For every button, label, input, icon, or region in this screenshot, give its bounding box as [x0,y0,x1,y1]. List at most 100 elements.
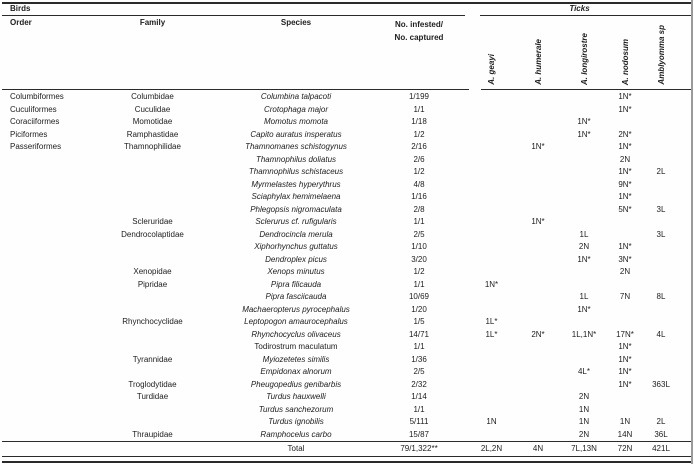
table-body: Columbiformes Columbidae Columbina talpa… [10,91,679,441]
species-cell: Pipra filicauda [270,279,322,289]
table-row: Sciaphylax hemimelaena 1/16 1N* [10,191,679,204]
species-cell: Rhynchocyclus olivaceus [251,329,341,339]
tick-name-rotated: A. longirostre [579,32,589,85]
ratio-cell: 15/87 [408,429,430,439]
ratio-cell: 1/1 [413,217,425,226]
species-cell: Thamnophilus schistaceus [248,167,344,176]
ratio-cell: 1/1 [413,279,425,289]
table-row: Xenopidae Xenops minutus 1/2 2N [10,266,679,279]
tick-cell-longirostre: 1N [578,417,590,426]
table-row: Columbiformes Columbidae Columbina talpa… [10,91,679,104]
ratio-cell: 4/8 [413,179,425,189]
total-row: Total 79/1,322** 2L,2N 4N 7L,13N 72N 421… [10,443,679,455]
species-cell: Pheugopedius genibarbis [250,379,342,389]
tick-cell-amblyomma: 363L [652,379,670,389]
species-cell: Sclerurus cf. rufigularis [255,217,337,226]
rule-above-total [2,441,691,442]
tick-cell-amblyomma: 36L [654,429,668,439]
ratio-cell: 2/16 [411,142,427,151]
ratio-cell: 1/1 [413,104,425,114]
table-row: Coraciiformes Momotidae Momotus momota 1… [10,116,679,129]
tick-cell-nodosum: 1N* [618,242,632,251]
species-cell: Xenops minutus [267,267,325,276]
table-row: Xiphorhynchus guttatus 1/10 2N 1N* [10,241,679,254]
ratio-cell: 2/5 [413,229,425,239]
table-row: Thraupidae Ramphocelus carbo 15/87 2N 14… [10,429,679,442]
rule-under-ticks [480,15,691,16]
tick-cell-amblyomma: 4L [656,329,666,339]
total-label: Total [287,444,305,453]
tick-cell-geayi: 1L* [485,329,498,339]
table-row: Thamnophilus doliatus 2/6 2N [10,154,679,167]
rule-header-bottom-left [2,89,469,90]
table-row: Scleruridae Sclerurus cf. rufigularis 1/… [10,216,679,229]
table-row: Empidonax alnorum 2/5 4L* 1N* [10,366,679,379]
tick-cell-nodosum: 1N* [618,342,632,351]
tick-cell-longirostre: 2N [578,242,590,251]
tick-cell-longirostre: 1N [578,404,590,414]
table-row: Thamnophilus schistaceus 1/2 1N* 2L [10,166,679,179]
species-cell: Todirostrum maculatum [254,342,338,351]
table-row: Phlegopsis nigromaculata 2/8 5N* 3L [10,204,679,217]
species-cell: Thamnomanes schistogynus [245,142,347,151]
table-row: Turdus ignobilis 5/111 1N 1N 1N 2L [10,416,679,429]
ratio-cell: 5/111 [409,417,429,426]
tick-cell-nodosum: 2N [619,154,631,164]
tick-cell-longirostre: 4L* [577,367,590,376]
tick-cell-nodosum: 1N* [618,142,632,151]
table-header-row: Order Family Species No. infested/ No. c… [10,18,679,88]
birds-spanner-header: Birds [10,4,31,13]
tick-name-rotated: Amblyomma sp [656,25,666,85]
family-cell: Turdidae [136,392,169,401]
ratio-cell: 2/5 [413,367,425,376]
total-tick-geayi: 2L,2N [480,444,503,453]
column-header-tick-longirostre: A. longirostre [561,18,607,88]
table-row: Myrmelastes hyperythrus 4/8 9N* [10,179,679,192]
total-ratio-cell: 79/1,322** [400,444,438,453]
family-cell: Rhynchocyclidae [122,317,183,326]
tick-cell-nodosum: 1N* [618,104,632,114]
tick-cell-nodosum: 1N* [618,354,632,364]
ratio-cell: 1/10 [411,242,427,251]
tick-cell-longirostre: 1N* [577,117,591,126]
species-cell: Thamnophilus doliatus [255,154,337,164]
ratio-cell: 1/36 [411,354,427,364]
tick-cell-amblyomma: 8L [656,292,666,301]
table-row: Rhynchocyclus olivaceus 14/71 1L* 2N* 1L… [10,329,679,342]
ratio-cell: 1/14 [411,392,427,401]
tick-name-rotated: A. nodosum [620,38,630,85]
ratio-cell: 14/71 [408,329,430,339]
ratio-cell: 3/20 [411,254,427,264]
family-cell: Momotidae [132,117,173,126]
table-row: Pipridae Pipra filicauda 1/1 1N* [10,279,679,292]
ratio-cell: 1/2 [413,129,425,139]
table-row: Cuculiformes Cuculidae Crotophaga major … [10,104,679,117]
species-cell: Dendrocincla merula [259,229,333,239]
tick-cell-nodosum: 5N* [618,204,632,214]
tick-cell-amblyomma: 3L [656,229,666,239]
species-cell: Dendroplex picus [265,254,327,264]
tick-cell-nodosum: 1N* [618,367,632,376]
ticks-spanner-header: Ticks [569,4,590,13]
table-row: Tyrannidae Myiozetetes similis 1/36 1N* [10,354,679,367]
order-cell: Coraciiformes [10,117,60,126]
column-header-tick-amblyomma: Amblyomma sp [643,18,679,88]
table-row: Dendroplex picus 3/20 1N* 3N* [10,254,679,267]
page-edge-line [691,0,693,464]
tick-cell-amblyomma: 2L [656,167,666,176]
species-cell: Machaeropterus pyrocephalus [242,304,350,314]
rule-under-birds [2,15,465,16]
tick-cell-geayi: 1N [486,417,497,426]
tick-cell-longirostre: 2N [578,429,590,439]
order-cell: Passeriformes [10,142,62,151]
total-tick-humerale: 4N [532,444,544,453]
tick-cell-nodosum: 2N* [618,129,632,139]
ratio-cell: 10/69 [408,292,430,301]
tick-cell-nodosum: 2N [619,267,631,276]
ratio-cell: 2/6 [413,154,425,164]
table-row: Passeriformes Thamnophilidae Thamnomanes… [10,141,679,154]
tick-cell-nodosum: 7N [619,292,631,301]
family-cell: Tyrannidae [132,354,173,364]
tick-name-rotated: A. humerale [533,39,543,85]
